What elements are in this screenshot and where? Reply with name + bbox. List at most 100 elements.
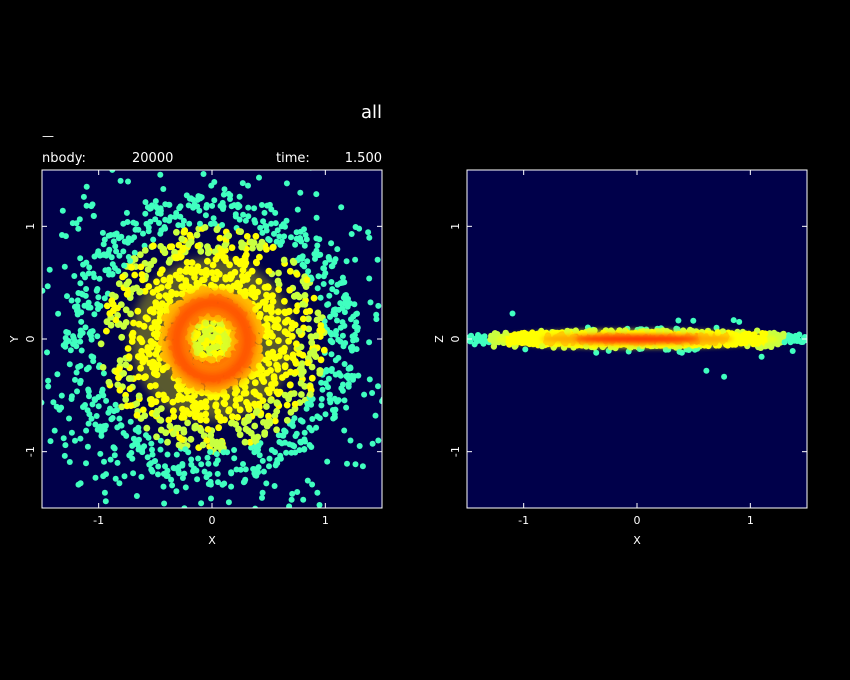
xy-point — [369, 440, 376, 447]
xy-point — [215, 424, 223, 432]
xy-point — [190, 204, 197, 211]
xy-point — [301, 436, 308, 443]
xy-point — [353, 311, 360, 318]
xz-xtick-label-0: -1 — [518, 514, 529, 527]
xy-point — [131, 271, 139, 279]
xy-point — [149, 446, 155, 453]
xy-point — [383, 415, 389, 421]
xy-point — [340, 381, 346, 388]
xy-point — [242, 251, 250, 259]
xy-point — [341, 361, 348, 367]
xy-point — [307, 399, 314, 406]
xy-point — [279, 238, 285, 245]
xy-point — [110, 238, 117, 245]
xz-point — [676, 348, 683, 355]
xy-point — [356, 443, 363, 449]
xy-point — [179, 461, 186, 467]
xy-point — [312, 255, 318, 262]
xy-point — [100, 473, 107, 480]
xy-point — [152, 411, 160, 418]
xy-point — [294, 489, 301, 495]
xy-point — [125, 178, 131, 185]
xy-point — [324, 301, 331, 308]
xy-point — [334, 246, 341, 253]
xy-point — [338, 204, 345, 211]
xz-point — [522, 346, 529, 353]
xy-point — [275, 269, 282, 277]
xy-point — [271, 417, 279, 425]
xy-point — [139, 406, 147, 414]
xy-point — [231, 455, 238, 462]
xz-point — [758, 353, 765, 360]
xy-point — [83, 202, 90, 209]
xy-point — [366, 376, 373, 383]
xy-point — [142, 199, 149, 206]
xy-point — [77, 255, 84, 262]
xy-point — [366, 339, 373, 346]
xy-point — [124, 239, 131, 246]
xy-point — [67, 347, 74, 354]
panel-xy-plot-area — [30, 170, 396, 508]
xy-point — [305, 325, 313, 333]
xy-point — [171, 253, 179, 261]
xy-point — [252, 258, 260, 266]
xy-point — [111, 231, 118, 238]
xy-point — [187, 238, 195, 246]
xy-point — [221, 242, 229, 249]
xy-point — [122, 306, 130, 314]
xy-point — [316, 502, 323, 508]
xy-point — [30, 272, 36, 278]
xy-point — [281, 233, 288, 240]
xy-point — [78, 318, 85, 325]
xy-point — [63, 329, 70, 335]
xy-point — [350, 376, 356, 383]
xy-point — [162, 201, 169, 208]
xy-point — [375, 302, 382, 309]
xy-point — [312, 353, 320, 360]
xy-point — [195, 455, 202, 462]
xy-point — [101, 236, 108, 243]
xy-point — [287, 368, 294, 376]
xy-point — [74, 303, 81, 309]
xy-point — [198, 461, 205, 468]
xy-point — [333, 288, 340, 295]
xy-point — [228, 203, 235, 210]
xy-point — [373, 311, 380, 318]
xy-point — [142, 210, 149, 217]
xy-point — [233, 466, 240, 473]
xy-point — [293, 271, 301, 278]
xy-point — [113, 368, 120, 376]
xy-point — [200, 171, 207, 177]
xy-point — [273, 426, 280, 434]
xy-point — [221, 186, 228, 193]
xy-point — [314, 489, 321, 496]
xy-point — [320, 265, 327, 272]
xy-point — [271, 230, 277, 237]
xz-point — [593, 349, 600, 356]
xy-point — [64, 293, 70, 300]
xy-point — [155, 471, 161, 478]
xy-point — [304, 258, 311, 265]
xy-point — [133, 220, 139, 227]
xy-point — [273, 238, 280, 245]
xy-point — [276, 233, 283, 240]
xy-point — [204, 454, 211, 461]
xy-point — [165, 258, 173, 266]
xy-point — [369, 390, 376, 396]
xy-point — [390, 333, 396, 339]
xy-point — [309, 416, 316, 422]
xy-point — [153, 203, 160, 210]
xy-point — [141, 412, 149, 420]
xy-point — [259, 494, 265, 501]
xy-point — [148, 400, 155, 408]
xy-point — [293, 430, 300, 437]
xz-point — [764, 342, 771, 349]
xy-point — [290, 259, 298, 266]
xz-point — [509, 310, 516, 317]
xy-point — [90, 270, 97, 277]
xy-point — [306, 424, 313, 431]
xy-point — [207, 449, 214, 455]
xy-point — [66, 459, 73, 465]
xy-point — [106, 246, 113, 253]
